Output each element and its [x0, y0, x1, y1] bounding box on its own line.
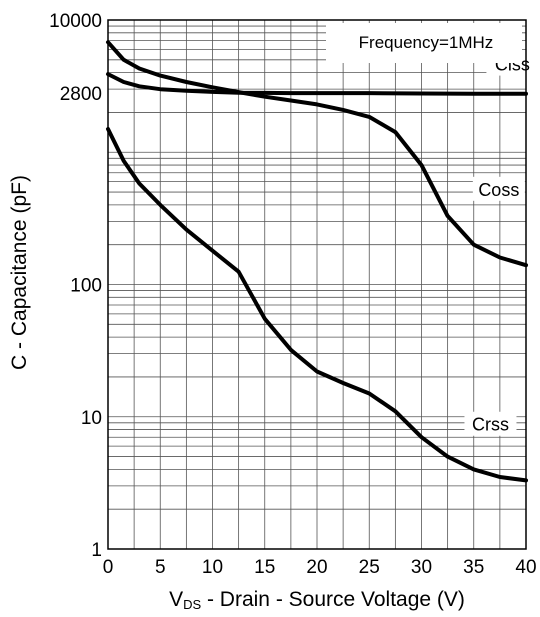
- x-axis-label: VDS - Drain - Source Voltage (V): [169, 588, 465, 612]
- series-label-crss: Crss: [472, 415, 509, 435]
- annotation-background: [326, 23, 522, 63]
- grid: [108, 20, 526, 549]
- series-line-crss: [106, 127, 528, 483]
- y-tick-labels: 1 10 100 2800 10000: [49, 11, 102, 561]
- x-tick-label: 30: [411, 557, 432, 578]
- series-label-bg: [472, 176, 525, 201]
- x-tick-label: 25: [359, 557, 380, 578]
- x-tick-label: 20: [306, 557, 327, 578]
- y-tick-label: 100: [70, 276, 102, 297]
- y-tick-label: 10: [81, 408, 102, 429]
- y-tick-label: 1: [91, 540, 102, 561]
- x-tick-label: 10: [202, 557, 223, 578]
- series-label-bg: [464, 411, 517, 436]
- series-label-coss: Coss: [478, 180, 519, 200]
- y-axis-label: C - Capacitance (pF): [8, 175, 31, 370]
- x-axis-label-prefix: V: [169, 588, 183, 611]
- x-tick-label: 0: [103, 557, 114, 578]
- x-axis-label-suffix: - Drain - Source Voltage (V): [201, 588, 465, 611]
- series-line-coss: [106, 40, 528, 268]
- y-tick-label: 2800: [60, 84, 102, 105]
- x-tick-label: 35: [463, 557, 484, 578]
- x-axis-label-subscript: DS: [183, 597, 201, 612]
- x-tick-label: 5: [155, 557, 166, 578]
- series-lines: [106, 40, 528, 483]
- y-tick-label: 10000: [49, 11, 102, 32]
- x-tick-label: 15: [254, 557, 275, 578]
- x-tick-labels: 0 5 10 15 20 25 30 35 40: [103, 557, 537, 578]
- frequency-annotation-box: Frequency=1MHz: [326, 23, 522, 63]
- frequency-annotation: Frequency=1MHz: [359, 33, 494, 52]
- x-tick-label: 40: [515, 557, 536, 578]
- plot-frame: [107, 19, 527, 550]
